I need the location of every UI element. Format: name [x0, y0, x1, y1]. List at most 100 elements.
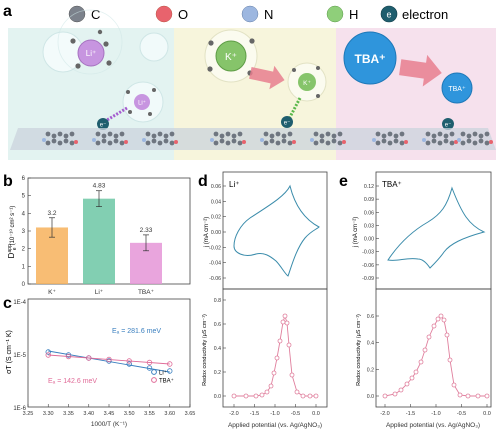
e-cond-point — [392, 391, 398, 397]
d-cond-ytick-label: 0.8 — [214, 298, 221, 304]
d-cond-point — [280, 319, 286, 325]
polymer-atom — [151, 138, 157, 144]
d-cv-ytick-label: -0.04 — [209, 261, 221, 267]
e-cond-point — [422, 347, 428, 353]
d-cond-point — [264, 389, 270, 395]
polymer-atom-o — [292, 140, 296, 144]
c-xtick-label: 3.30 — [43, 411, 54, 417]
polymer-atoms — [42, 131, 493, 146]
c-tba-point — [106, 356, 112, 363]
polymer-atom-n — [210, 138, 214, 142]
polymer-atom — [263, 131, 269, 137]
d-cond-point — [274, 355, 280, 361]
solvent-atom — [126, 90, 130, 94]
k-ion-icon — [215, 40, 247, 72]
polymer-atom-o — [342, 140, 346, 144]
d-cond-point — [253, 393, 259, 399]
solvent-atom — [208, 40, 214, 46]
polymer-atom — [431, 133, 437, 139]
e-cv-ytick-label: -0.03 — [362, 250, 374, 256]
polymer-atom — [95, 140, 101, 146]
panel-d-plot: Li⁺ 0.060.040.020.00-0.02-0.04-0.06 0.80… — [202, 171, 328, 429]
panel-d-cond-curve — [231, 313, 319, 399]
d-cv-ytick-label: 0.02 — [211, 215, 221, 221]
panel-a-label: a — [3, 3, 12, 20]
polymer-atom — [399, 131, 405, 137]
polymer-atom — [237, 131, 243, 137]
e-cond-point — [435, 316, 441, 322]
panel-b-ylabel-sub: e — [12, 247, 18, 250]
panel-d-label: d — [198, 173, 208, 190]
e-cv-ytick-label: 0.09 — [364, 197, 374, 203]
polymer-atom — [381, 133, 387, 139]
panel-e-cond-ylabel: Redox conductivity (μS cm⁻¹) — [356, 314, 362, 386]
c-tba-point — [86, 355, 92, 361]
polymer-atom — [113, 133, 119, 139]
polymer-layer — [10, 128, 496, 150]
c-xtick-label: 3.45 — [104, 411, 115, 417]
d-cond-ytick-label: 0.4 — [214, 346, 221, 352]
li-coupling-bond — [106, 106, 128, 122]
polymer-atom — [225, 140, 231, 146]
polymer-atom — [169, 131, 175, 137]
polymer-atom — [393, 138, 399, 144]
panel-e-cv-ylabel: j (mA cm⁻²) — [353, 217, 359, 249]
ea-li-label: Eₐ = 281.6 meV — [112, 328, 161, 335]
panel-b-ylabel-main: D — [7, 252, 16, 258]
hydrogen-legend-icon — [326, 5, 344, 23]
panel-d-cond-frame — [222, 288, 328, 408]
e-cond-point — [382, 393, 388, 399]
e-cv-ytick-label: -0.09 — [362, 276, 374, 282]
polymer-atom — [287, 140, 293, 146]
polymer-atom — [460, 131, 466, 137]
polymer-atom — [157, 140, 163, 146]
c-li-point — [146, 365, 153, 371]
polymer-atom — [57, 131, 63, 137]
polymer-atom — [325, 140, 331, 146]
polymer-atom — [51, 138, 57, 144]
d-cond-point — [268, 383, 274, 389]
panel-e-cv-curve — [387, 186, 486, 269]
legend-oxygen: O — [155, 5, 188, 23]
k-small-ion-icon — [298, 73, 316, 91]
c-li-point — [167, 368, 173, 374]
e-cond-point — [426, 334, 432, 340]
k-ion-label: K⁺ — [225, 52, 237, 63]
panel-c-xlabel: 1000/T (K⁻¹) — [91, 421, 127, 428]
solvent-atom — [70, 38, 76, 44]
legend-label-h: H — [349, 7, 358, 22]
c-tba-point — [45, 352, 51, 358]
polymer-atom — [443, 138, 449, 144]
b-bar-value: 4.83 — [93, 183, 106, 190]
polymer-atom-o — [242, 140, 246, 144]
polymer-atom — [263, 140, 269, 146]
polymer-atom — [225, 131, 231, 137]
polymer-atom — [169, 140, 175, 146]
c-li-point — [126, 361, 132, 367]
polymer-atom — [275, 140, 281, 146]
c-tba-fit — [48, 354, 170, 365]
e-cond-point — [457, 392, 463, 398]
d-cv-ytick-label: -0.06 — [209, 276, 221, 282]
polymer-atom — [375, 140, 381, 146]
polymer-atom — [151, 133, 157, 139]
polymer-atom — [163, 133, 169, 139]
polymer-atom — [69, 140, 75, 146]
e-xtick-label: -2.0 — [380, 411, 389, 417]
solvent-atom — [292, 68, 296, 72]
polymer-atom — [443, 133, 449, 139]
polymer-atom — [101, 133, 107, 139]
panel-e-cond-frame — [375, 288, 492, 408]
e-cond-point — [431, 323, 437, 329]
panel-b-yticks: 0 1 2 3 4 5 6 — [22, 176, 31, 288]
e-xtick-label: 0.0 — [483, 411, 491, 417]
polymer-atom — [275, 131, 281, 137]
d-cond-point — [300, 393, 306, 399]
polymer-atom-n — [92, 138, 96, 142]
panel-e-label: e — [339, 173, 348, 190]
solvent-atom — [316, 66, 320, 70]
e-cond-point — [451, 382, 457, 388]
polymer-atom — [213, 131, 219, 137]
polymer-atom — [269, 138, 275, 144]
panel-c-ylabel: σT (S cm⁻¹ K) — [6, 330, 13, 374]
